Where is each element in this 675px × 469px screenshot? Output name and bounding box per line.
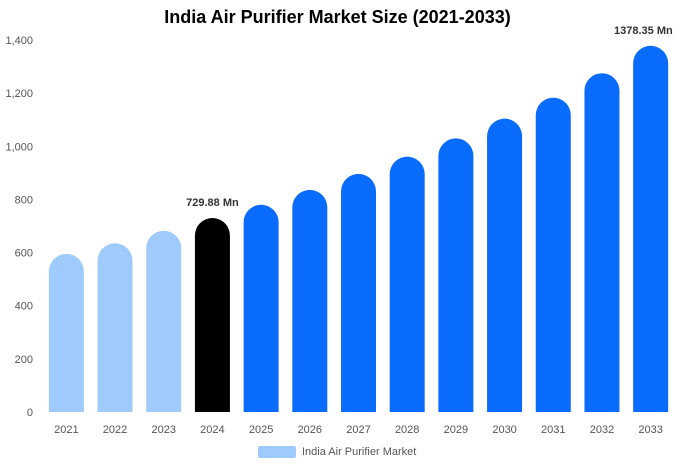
bar-2022[interactable] xyxy=(97,243,133,412)
legend[interactable]: India Air Purifier Market xyxy=(258,446,416,458)
y-tick-label: 1,200 xyxy=(5,88,33,100)
bar-2030[interactable] xyxy=(487,118,523,412)
y-axis: 0 200 400 600 800 1,000 1,200 1,400 xyxy=(5,35,33,419)
legend-swatch xyxy=(258,446,296,458)
y-tick-label: 400 xyxy=(15,301,33,313)
x-tick-label: 2021 xyxy=(54,424,78,436)
bars xyxy=(48,45,669,413)
data-label-2024: 729.88 Mn xyxy=(186,197,239,209)
legend-label: India Air Purifier Market xyxy=(302,446,417,458)
x-tick-label: 2023 xyxy=(151,424,175,436)
x-tick-label: 2032 xyxy=(590,424,614,436)
bar-2026[interactable] xyxy=(292,189,328,412)
bar-2024[interactable] xyxy=(194,218,230,412)
data-labels: 729.88 Mn 1378.35 Mn xyxy=(186,25,673,209)
x-tick-label: 2024 xyxy=(200,424,224,436)
bar-2025[interactable] xyxy=(243,204,279,412)
x-axis: 2021 2022 2023 2024 2025 2026 2027 2028 2029 2030… xyxy=(54,424,663,436)
x-tick-label: 2027 xyxy=(346,424,370,436)
bar-2027[interactable] xyxy=(341,173,376,412)
y-tick-label: 800 xyxy=(15,194,33,206)
y-tick-label: 200 xyxy=(15,354,33,366)
x-tick-label: 2022 xyxy=(103,424,127,436)
x-tick-label: 2029 xyxy=(444,424,468,436)
bar-2032[interactable] xyxy=(584,73,620,412)
x-tick-label: 2028 xyxy=(395,424,419,436)
bar-2033[interactable] xyxy=(633,45,669,412)
y-tick-label: 600 xyxy=(15,248,33,260)
x-tick-label: 2025 xyxy=(249,424,273,436)
bar-2023[interactable] xyxy=(146,230,182,412)
x-tick-label: 2031 xyxy=(541,424,565,436)
bar-2028[interactable] xyxy=(389,156,425,412)
x-tick-label: 2033 xyxy=(638,424,662,436)
x-tick-label: 2026 xyxy=(298,424,322,436)
data-label-2033: 1378.35 Mn xyxy=(614,25,673,37)
y-tick-label: 1,400 xyxy=(5,35,33,47)
y-tick-label: 0 xyxy=(27,407,33,419)
bar-2031[interactable] xyxy=(535,97,571,412)
y-tick-label: 1,000 xyxy=(5,141,33,153)
x-tick-label: 2030 xyxy=(492,424,516,436)
chart-title: India Air Purifier Market Size (2021-203… xyxy=(164,7,511,27)
bar-2029[interactable] xyxy=(438,138,474,413)
bar-2021[interactable] xyxy=(48,253,84,412)
